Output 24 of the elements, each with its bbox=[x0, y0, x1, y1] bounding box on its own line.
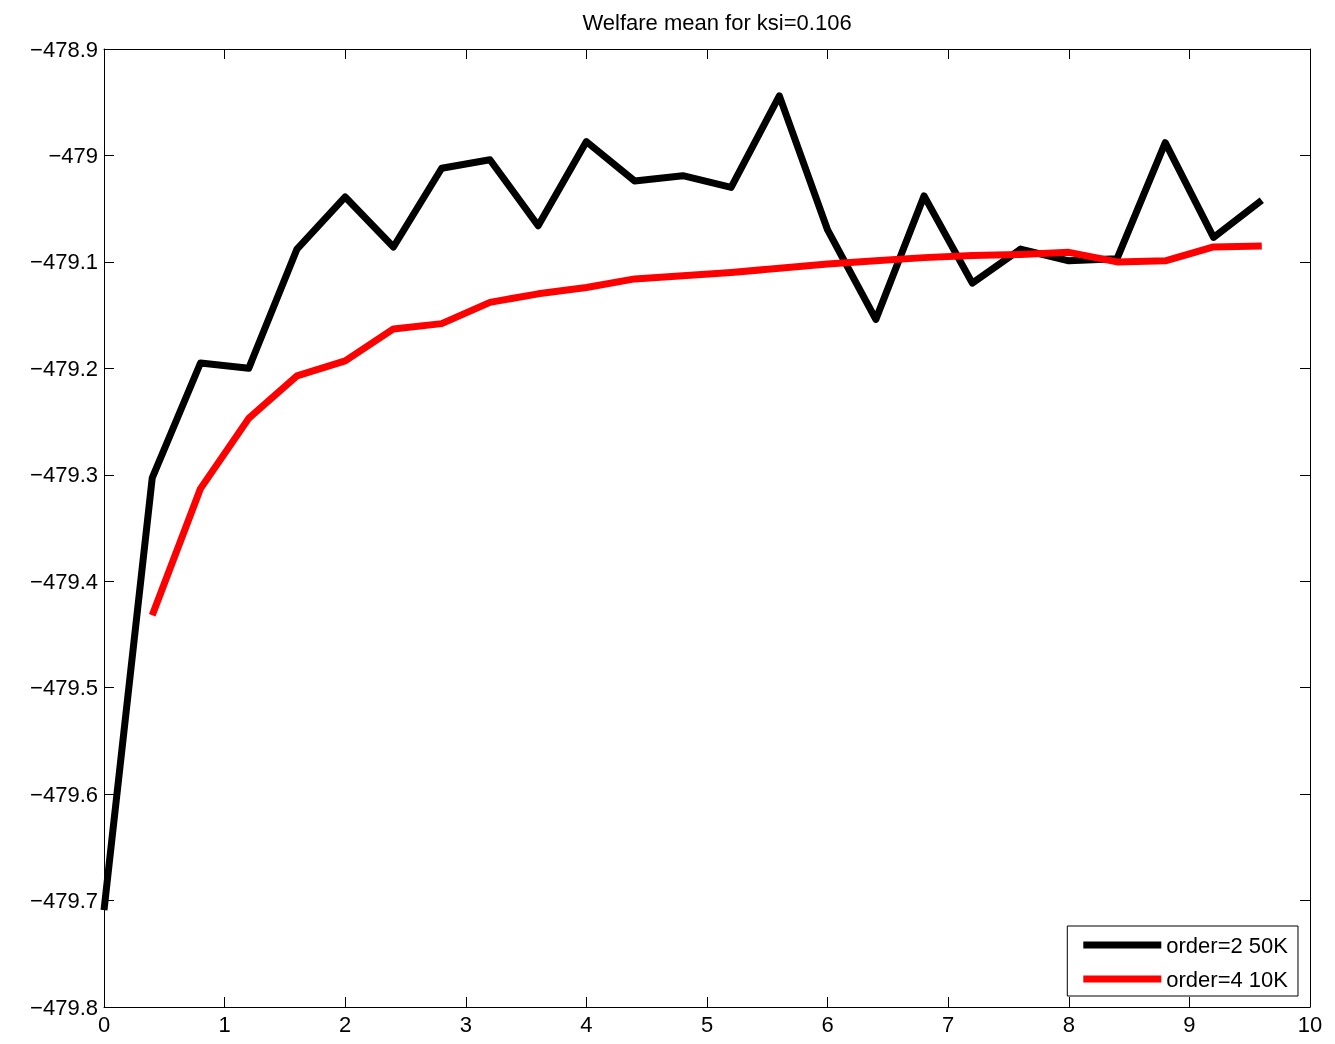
y-tick-label: −479.6 bbox=[30, 781, 98, 807]
x-tick-label: 0 bbox=[97, 1011, 111, 1037]
y-tick-label: −479.2 bbox=[30, 355, 98, 381]
x-tick-label: 3 bbox=[459, 1011, 472, 1037]
x-tick-label: 7 bbox=[942, 1011, 955, 1037]
x-tick-label: 10 bbox=[1297, 1011, 1323, 1037]
x-tick-label: 8 bbox=[1062, 1011, 1075, 1037]
chart-title: Welfare mean for ksi=0.106 bbox=[582, 9, 852, 35]
x-tick-label: 9 bbox=[1183, 1011, 1196, 1037]
y-tick-label: −479.4 bbox=[30, 568, 98, 594]
y-tick-label: −479 bbox=[48, 142, 98, 168]
y-tick-label: −479.5 bbox=[30, 675, 98, 701]
x-tick-label: 6 bbox=[821, 1011, 834, 1037]
x-tick-label: 4 bbox=[580, 1011, 593, 1037]
y-tick-label: −479.1 bbox=[30, 249, 98, 275]
x-tick-label: 1 bbox=[218, 1011, 231, 1037]
y-tick-label: −478.9 bbox=[30, 36, 98, 62]
y-tick-label: −479.8 bbox=[30, 994, 98, 1020]
y-tick-label: −479.7 bbox=[30, 888, 98, 914]
legend-label: order=4 10K bbox=[1166, 966, 1289, 992]
y-tick-label: −479.3 bbox=[30, 462, 98, 488]
x-tick-label: 5 bbox=[700, 1011, 714, 1037]
legend-label: order=2 50K bbox=[1166, 932, 1289, 958]
x-tick-label: 2 bbox=[339, 1011, 352, 1037]
